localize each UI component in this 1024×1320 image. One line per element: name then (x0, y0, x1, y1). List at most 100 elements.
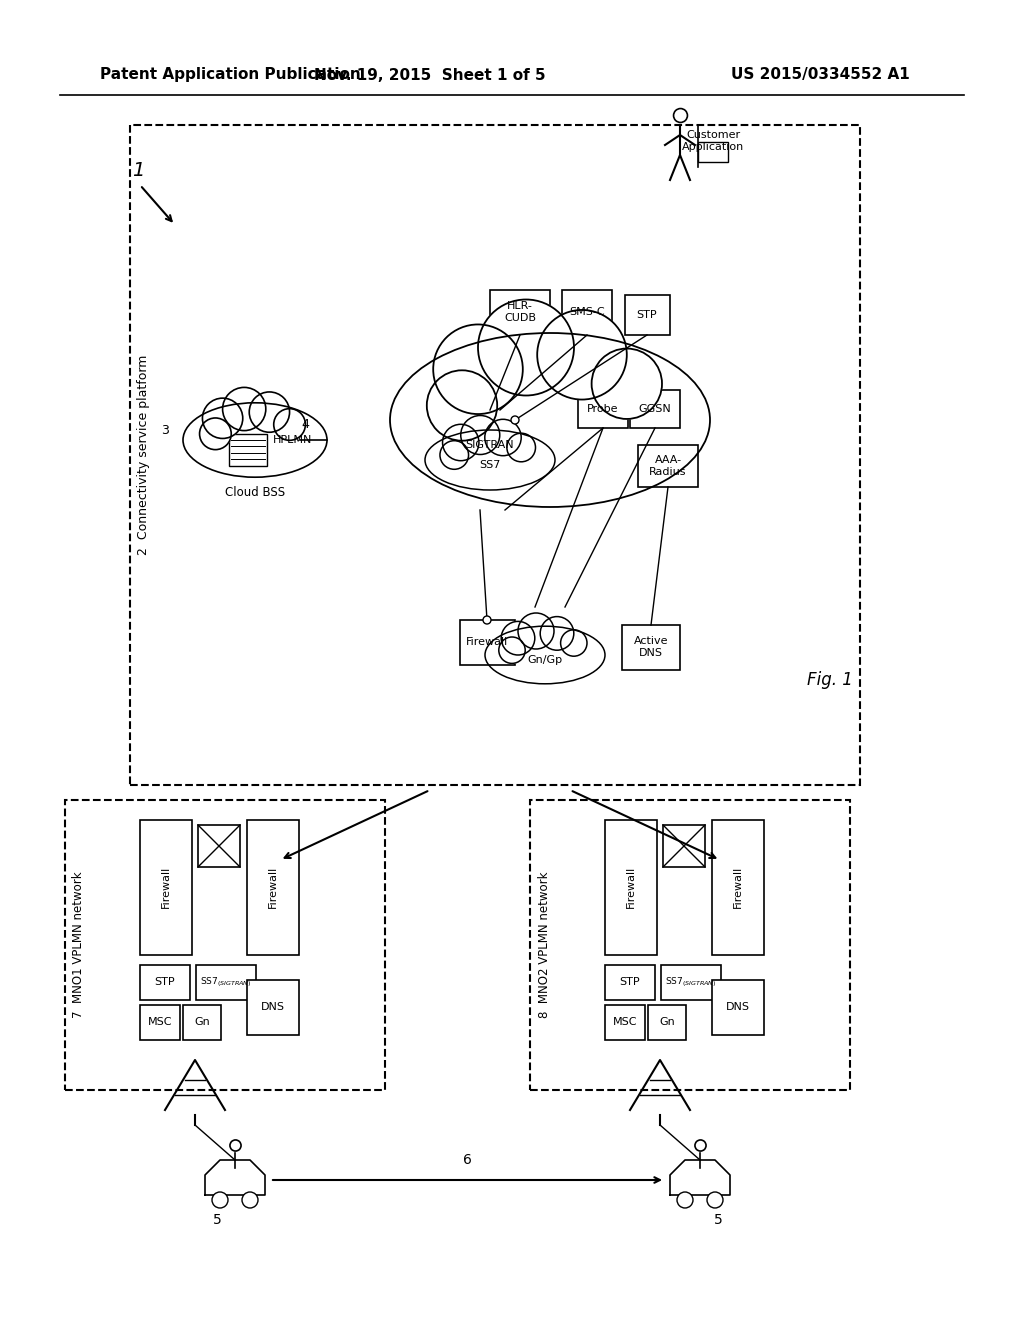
Circle shape (427, 371, 498, 441)
Text: HPLMN: HPLMN (273, 436, 312, 445)
Circle shape (707, 1192, 723, 1208)
Bar (198, 825, 240, 867)
Text: Firewall: Firewall (268, 866, 278, 908)
Text: Gn/Gp: Gn/Gp (527, 655, 562, 665)
Text: Cloud BSS: Cloud BSS (225, 486, 285, 499)
Bar (140, 1005, 180, 1040)
Ellipse shape (425, 430, 555, 490)
Circle shape (442, 424, 479, 461)
Bar (663, 825, 705, 867)
Circle shape (478, 300, 574, 396)
Bar (698, 143, 728, 162)
Text: Firewall: Firewall (626, 866, 636, 908)
Text: 5: 5 (714, 1213, 722, 1228)
Text: 2  Connectivity service platform: 2 Connectivity service platform (137, 355, 151, 556)
Text: Firewall: Firewall (161, 866, 171, 908)
Text: SS7: SS7 (479, 459, 501, 470)
Circle shape (541, 616, 573, 651)
Circle shape (461, 416, 500, 454)
Ellipse shape (390, 333, 710, 507)
Circle shape (592, 348, 662, 418)
Text: HLR-
CUDB: HLR- CUDB (504, 301, 536, 323)
Text: STP: STP (620, 977, 640, 987)
Bar (578, 389, 628, 428)
Ellipse shape (485, 626, 605, 684)
Text: 8  MNO2 VPLMN network: 8 MNO2 VPLMN network (538, 871, 551, 1018)
Circle shape (518, 612, 554, 649)
Circle shape (249, 392, 290, 432)
Circle shape (511, 416, 519, 424)
Text: Fig. 1: Fig. 1 (807, 671, 853, 689)
Bar (140, 965, 190, 1001)
Circle shape (499, 638, 525, 664)
Bar (712, 979, 764, 1035)
Text: GGSN: GGSN (639, 404, 672, 414)
Bar (630, 389, 680, 428)
Circle shape (273, 409, 305, 441)
Bar (625, 294, 670, 335)
Text: Customer
Application: Customer Application (682, 131, 744, 152)
Text: 4: 4 (301, 418, 309, 432)
Text: 7  MNO1 VPLMN network: 7 MNO1 VPLMN network (73, 871, 85, 1018)
Bar (247, 979, 299, 1035)
Circle shape (677, 1192, 693, 1208)
Circle shape (483, 616, 490, 624)
Circle shape (200, 418, 231, 450)
Bar (648, 1005, 686, 1040)
Text: 1: 1 (132, 161, 144, 180)
Text: DNS: DNS (261, 1002, 285, 1012)
Bar (140, 820, 193, 954)
Text: 3: 3 (161, 424, 169, 437)
Circle shape (203, 399, 243, 438)
Circle shape (501, 622, 535, 655)
Bar (65, 800, 385, 1090)
Bar (490, 290, 550, 335)
Text: MSC: MSC (147, 1016, 172, 1027)
Circle shape (222, 387, 266, 430)
Text: Active
DNS: Active DNS (634, 636, 669, 657)
Text: 5: 5 (213, 1213, 221, 1228)
Text: SS7$_{(SIGTRAN)}$: SS7$_{(SIGTRAN)}$ (200, 975, 252, 989)
Bar (247, 820, 299, 954)
Circle shape (507, 433, 536, 462)
Text: 6: 6 (463, 1152, 471, 1167)
Text: STP: STP (637, 310, 657, 319)
Text: AAA-
Radius: AAA- Radius (649, 455, 687, 477)
Text: STP: STP (155, 977, 175, 987)
Text: Probe: Probe (587, 404, 618, 414)
Circle shape (538, 310, 627, 400)
Text: SS7$_{(SIGTRAN)}$: SS7$_{(SIGTRAN)}$ (666, 975, 717, 989)
Text: Gn: Gn (195, 1016, 210, 1027)
Circle shape (484, 420, 521, 455)
Text: Firewall: Firewall (466, 638, 508, 647)
Text: MSC: MSC (612, 1016, 637, 1027)
Bar (638, 445, 698, 487)
Text: SIGTRAN: SIGTRAN (466, 440, 514, 450)
Circle shape (440, 441, 469, 470)
Ellipse shape (183, 403, 327, 478)
Bar (460, 620, 515, 665)
Bar (130, 125, 860, 785)
Text: Nov. 19, 2015  Sheet 1 of 5: Nov. 19, 2015 Sheet 1 of 5 (314, 67, 546, 82)
Bar (605, 820, 657, 954)
Circle shape (433, 325, 523, 414)
Bar (183, 1005, 221, 1040)
Bar (605, 965, 655, 1001)
Text: DNS: DNS (726, 1002, 750, 1012)
Text: Firewall: Firewall (733, 866, 743, 908)
Text: Gn: Gn (659, 1016, 675, 1027)
Bar (530, 800, 850, 1090)
Circle shape (560, 630, 587, 656)
Bar (196, 965, 256, 1001)
Bar (605, 1005, 645, 1040)
Bar (229, 434, 267, 466)
Bar (662, 965, 721, 1001)
Circle shape (242, 1192, 258, 1208)
Text: SMS-C: SMS-C (569, 308, 605, 317)
Bar (562, 290, 612, 335)
Text: US 2015/0334552 A1: US 2015/0334552 A1 (731, 67, 909, 82)
Circle shape (212, 1192, 228, 1208)
Text: Patent Application Publication: Patent Application Publication (100, 67, 360, 82)
Bar (622, 624, 680, 671)
Bar (712, 820, 764, 954)
